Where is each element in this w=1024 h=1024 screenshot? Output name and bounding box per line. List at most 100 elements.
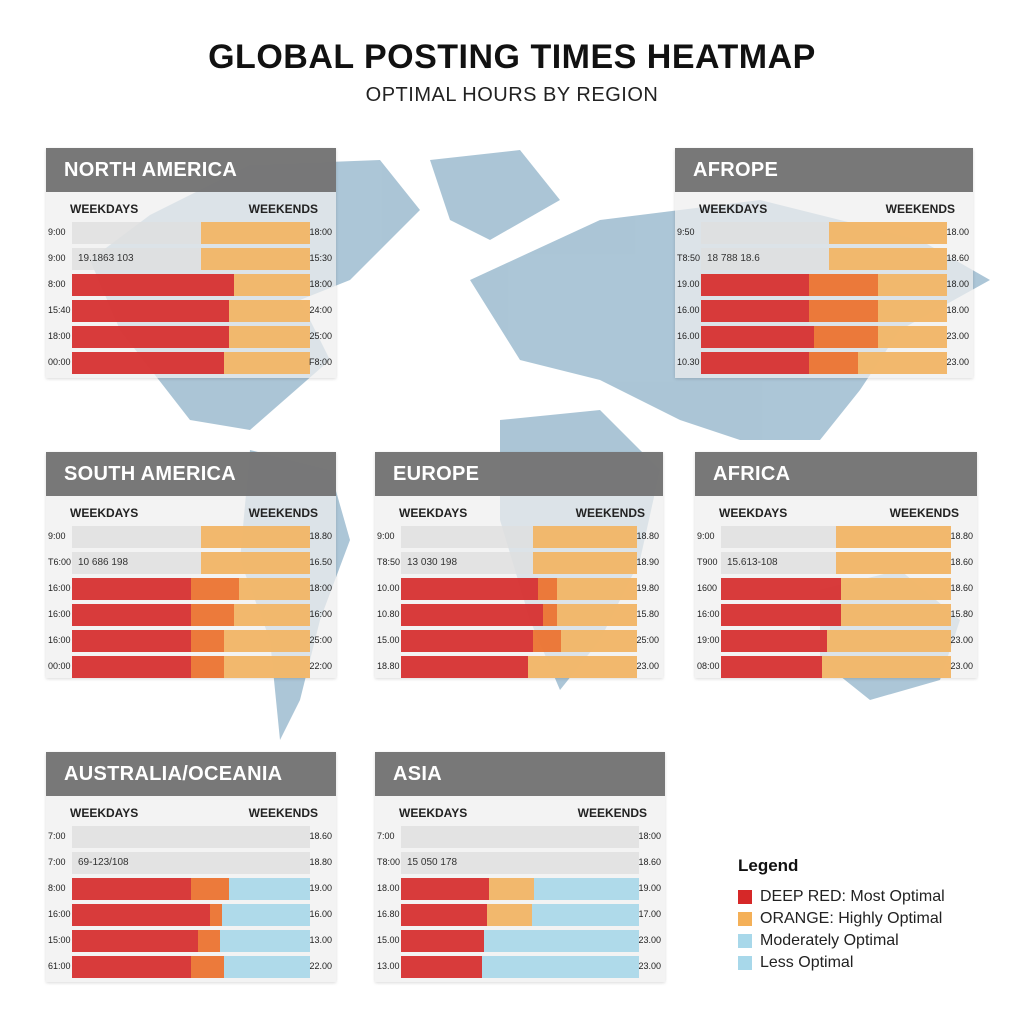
heatmap-row: 9:00 18.80 — [695, 526, 977, 548]
legend-swatch — [738, 956, 752, 970]
heat-cell-amber — [840, 578, 951, 600]
weekend-time-label: 13.00 — [309, 935, 332, 945]
weekend-time-label: 25:00 — [309, 331, 332, 341]
heatmap-row: 7:00 69-123/108 18.80 — [46, 852, 336, 874]
heat-cell-track — [72, 222, 201, 244]
heat-cell-light — [534, 878, 639, 900]
weekday-time-label: 9:50 — [677, 227, 695, 237]
weekend-time-label: 18.60 — [950, 557, 973, 567]
heat-cell-light — [531, 904, 639, 926]
weekend-time-label: 16.00 — [309, 909, 332, 919]
weekday-time-label: 18:00 — [48, 331, 71, 341]
heat-cell-red — [721, 604, 841, 626]
weekend-time-label: 24:00 — [309, 305, 332, 315]
heatmap-track — [721, 578, 951, 600]
heat-cell-amber — [200, 526, 310, 548]
heatmap-track — [401, 656, 637, 678]
weekdays-header: WEEKDAYS — [70, 806, 139, 820]
weekday-time-label: T6:00 — [48, 557, 72, 567]
weekdays-header: WEEKDAYS — [399, 806, 468, 820]
heat-cell-light — [481, 956, 639, 978]
heatmap-row: T8:50 18 788 18.6 18.60 — [675, 248, 973, 270]
weekday-time-label: 9:00 — [48, 227, 66, 237]
weekend-time-label: 18.00 — [946, 305, 969, 315]
legend-item: ORANGE: Highly Optimal — [738, 908, 945, 930]
region-title: SOUTH AMERICA — [46, 452, 336, 496]
region-title: AFROPE — [675, 148, 973, 192]
greenland-shape — [430, 150, 560, 240]
heatmap-row: 1600 18.60 — [695, 578, 977, 600]
heat-cell-orange — [809, 274, 879, 296]
weekday-time-label: 9:00 — [697, 531, 715, 541]
weekend-time-label: 23.00 — [636, 661, 659, 671]
heat-cell-amber — [233, 274, 310, 296]
weekend-time-label: 23.00 — [946, 357, 969, 367]
heatmap-row: T8:50 13 030 198 18.90 — [375, 552, 663, 574]
heatmap-row: 9:00 18.80 — [46, 526, 336, 548]
heat-cell-red — [72, 352, 225, 374]
heat-cell-red — [401, 930, 485, 952]
heat-cell-red — [401, 904, 487, 926]
heatmap-track — [72, 852, 310, 874]
heat-cell-track — [401, 526, 533, 548]
weekend-time-label: 23.00 — [638, 961, 661, 971]
heatmap-track — [72, 552, 310, 574]
heat-cell-red — [72, 630, 191, 652]
weekend-time-label: 18.60 — [638, 857, 661, 867]
heat-cell-red — [401, 656, 529, 678]
heat-cell-orange — [191, 956, 225, 978]
weekend-time-label: 15.80 — [950, 609, 973, 619]
weekend-time-label: 23.00 — [950, 661, 973, 671]
region-panel: NORTH AMERICA WEEKDAYS WEEKENDS 9:00 18:00 9:… — [46, 148, 336, 378]
row-code-label: 18 788 18.6 — [707, 253, 760, 264]
heat-cell-light — [219, 930, 310, 952]
heat-cell-orange — [191, 656, 225, 678]
weekday-time-label: 10.00 — [377, 583, 400, 593]
heat-cell-amber — [878, 300, 947, 322]
heatmap-row: T8:00 15 050 178 18.60 — [375, 852, 665, 874]
heatmap-track — [721, 526, 951, 548]
weekday-time-label: T8:50 — [377, 557, 401, 567]
page-subtitle: OPTIMAL HOURS BY REGION — [365, 84, 659, 106]
weekend-time-label: 22:00 — [309, 661, 332, 671]
heat-cell-red — [401, 604, 543, 626]
heat-cell-amber — [822, 656, 951, 678]
heatmap-row: 7:00 18.60 — [46, 826, 336, 848]
weekday-time-label: 16:00 — [48, 909, 71, 919]
weekday-time-label: 9:00 — [377, 531, 395, 541]
heat-cell-red — [401, 630, 534, 652]
heat-cell-amber — [858, 352, 947, 374]
heat-cell-red — [401, 578, 538, 600]
heat-cell-orange — [542, 604, 557, 626]
heat-cell-red — [72, 930, 199, 952]
region-panel: ASIA WEEKDAYS WEEKENDS 7:00 18:00 T8:00 15 050… — [375, 752, 665, 982]
weekday-time-label: 9:00 — [48, 253, 66, 263]
heatmap-track — [401, 552, 637, 574]
heat-cell-amber — [200, 222, 310, 244]
weekends-header: WEEKENDS — [575, 506, 645, 520]
heatmap-row: 18.00 19.00 — [375, 878, 665, 900]
heat-cell-red — [72, 904, 211, 926]
heat-cell-track — [701, 222, 829, 244]
weekend-time-label: 23.00 — [950, 635, 973, 645]
heatmap-track — [72, 826, 310, 848]
heat-cell-amber — [561, 630, 637, 652]
heatmap-track — [72, 904, 310, 926]
heat-cell-amber — [836, 552, 951, 574]
heatmap-track — [701, 300, 947, 322]
heatmap-row: 10.30 23.00 — [675, 352, 973, 374]
weekend-time-label: 22.00 — [309, 961, 332, 971]
weekday-time-label: 7:00 — [48, 857, 66, 867]
heat-cell-orange — [537, 578, 557, 600]
legend-swatch — [738, 912, 752, 926]
weekend-time-label: 18.60 — [309, 831, 332, 841]
heatmap-track — [72, 630, 310, 652]
heat-cell-light — [224, 956, 310, 978]
heatmap-row: 18:00 25:00 — [46, 326, 336, 348]
heatmap-track — [401, 826, 639, 848]
weekend-time-label: 18.00 — [946, 227, 969, 237]
heatmap-row: 15.00 25:00 — [375, 630, 663, 652]
weekend-time-label: 18:00 — [309, 227, 332, 237]
heat-cell-orange — [191, 578, 239, 600]
weekday-time-label: 9:00 — [48, 531, 66, 541]
